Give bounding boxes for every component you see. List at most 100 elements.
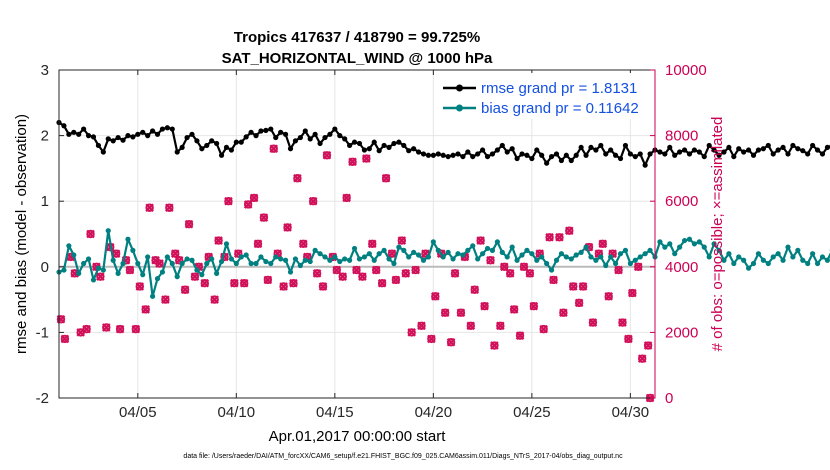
assimilated-obs-marker bbox=[637, 354, 647, 363]
possible-obs-marker bbox=[598, 239, 607, 249]
rmse-point bbox=[686, 151, 693, 157]
bias-point bbox=[741, 257, 747, 263]
rmse-point bbox=[716, 152, 722, 158]
bias-point bbox=[780, 257, 786, 263]
rmse-point bbox=[603, 151, 609, 157]
bias-point bbox=[494, 239, 500, 245]
rmse-point bbox=[440, 152, 446, 158]
possible-obs-marker bbox=[135, 282, 144, 291]
assimilated-obs-marker bbox=[499, 262, 509, 272]
rmse-point bbox=[140, 129, 146, 135]
assimilated-obs-marker bbox=[559, 308, 568, 317]
possible-obs-marker bbox=[60, 334, 70, 344]
rmse-point bbox=[578, 144, 584, 151]
bias-point bbox=[351, 245, 358, 252]
possible-obs-marker bbox=[342, 193, 351, 203]
rmse-point bbox=[238, 139, 244, 145]
bias-point bbox=[218, 258, 225, 265]
possible-obs-marker bbox=[338, 272, 347, 281]
bias-point bbox=[750, 260, 757, 267]
possible-obs-marker bbox=[628, 288, 637, 298]
bias-point bbox=[95, 265, 102, 271]
assimilated-obs-marker bbox=[259, 213, 269, 222]
assimilated-obs-marker bbox=[155, 259, 164, 268]
bias-point bbox=[637, 254, 643, 260]
possible-obs-marker bbox=[299, 239, 308, 249]
possible-obs-marker bbox=[509, 305, 519, 314]
x-tick-label: 04/30 bbox=[612, 404, 650, 421]
assimilated-obs-marker bbox=[184, 219, 194, 229]
assimilated-obs-marker bbox=[145, 203, 154, 213]
bias-point bbox=[573, 252, 579, 258]
assimilated-obs-marker bbox=[588, 318, 598, 327]
rmse-point bbox=[790, 142, 796, 149]
bias-point bbox=[361, 254, 367, 260]
rmse-point bbox=[706, 142, 712, 149]
possible-obs-marker bbox=[387, 249, 397, 258]
assimilated-obs-marker bbox=[450, 269, 460, 278]
possible-obs-marker bbox=[102, 323, 111, 332]
possible-obs-marker bbox=[56, 315, 66, 324]
rmse-point bbox=[647, 151, 653, 157]
rmse-point bbox=[657, 149, 663, 155]
assimilated-obs-marker bbox=[371, 265, 381, 275]
assimilated-obs-marker bbox=[115, 324, 125, 334]
assimilated-obs-marker bbox=[633, 262, 643, 272]
assimilated-obs-marker bbox=[170, 249, 180, 258]
bias-point bbox=[199, 272, 205, 278]
rmse-point bbox=[627, 151, 633, 157]
assimilated-obs-marker bbox=[332, 265, 342, 275]
possible-obs-marker bbox=[490, 341, 499, 350]
rmse-point bbox=[745, 147, 752, 153]
possible-obs-marker bbox=[200, 279, 209, 288]
bias-point bbox=[499, 249, 505, 255]
assimilated-obs-marker bbox=[519, 262, 529, 272]
bias-point bbox=[475, 256, 481, 262]
rmse-point bbox=[608, 147, 614, 153]
rmse-point bbox=[819, 151, 826, 157]
bias-point bbox=[149, 293, 156, 299]
assimilated-obs-marker bbox=[269, 144, 279, 153]
rmse-point bbox=[130, 134, 136, 140]
rmse-point bbox=[588, 144, 594, 151]
rmse-point bbox=[637, 151, 643, 157]
rmse-point bbox=[386, 144, 392, 151]
bias-point bbox=[672, 251, 678, 257]
possible-obs-marker bbox=[614, 265, 623, 275]
assimilated-obs-marker bbox=[86, 229, 95, 239]
rmse-point bbox=[401, 142, 407, 149]
rmse-point bbox=[529, 155, 535, 162]
bias-point bbox=[509, 244, 515, 250]
assimilated-obs-marker bbox=[466, 321, 476, 331]
rmse-point bbox=[312, 131, 318, 137]
bias-point bbox=[425, 254, 432, 260]
possible-obs-marker bbox=[259, 213, 269, 222]
assimilated-obs-marker bbox=[427, 334, 436, 344]
rmse-point bbox=[494, 147, 500, 153]
chart-title-line1: Tropics 417637 / 418790 = 99.725% bbox=[234, 29, 480, 46]
bias-point bbox=[667, 241, 673, 247]
possible-obs-marker bbox=[210, 295, 219, 304]
rmse-point bbox=[61, 123, 67, 129]
possible-obs-marker bbox=[559, 308, 568, 317]
right-tick-label: 8000 bbox=[665, 128, 698, 145]
bias-point bbox=[282, 257, 289, 263]
bias-point bbox=[691, 241, 698, 247]
legend-rmse-marker bbox=[456, 84, 463, 92]
rmse-point bbox=[179, 144, 185, 151]
bias-point bbox=[814, 260, 821, 267]
possible-obs-marker bbox=[470, 285, 479, 294]
possible-obs-marker bbox=[318, 282, 328, 291]
bias-point bbox=[366, 251, 372, 257]
possible-obs-marker bbox=[249, 193, 259, 203]
possible-obs-marker bbox=[500, 262, 509, 271]
assimilated-obs-marker bbox=[308, 196, 318, 206]
rmse-point bbox=[297, 134, 303, 141]
bias-point bbox=[292, 256, 299, 262]
bias-point bbox=[445, 249, 451, 255]
bias-point bbox=[775, 251, 781, 257]
bias-point bbox=[297, 262, 303, 269]
rmse-point bbox=[760, 146, 766, 152]
assimilated-obs-marker bbox=[338, 272, 347, 281]
bias-point bbox=[332, 254, 338, 260]
